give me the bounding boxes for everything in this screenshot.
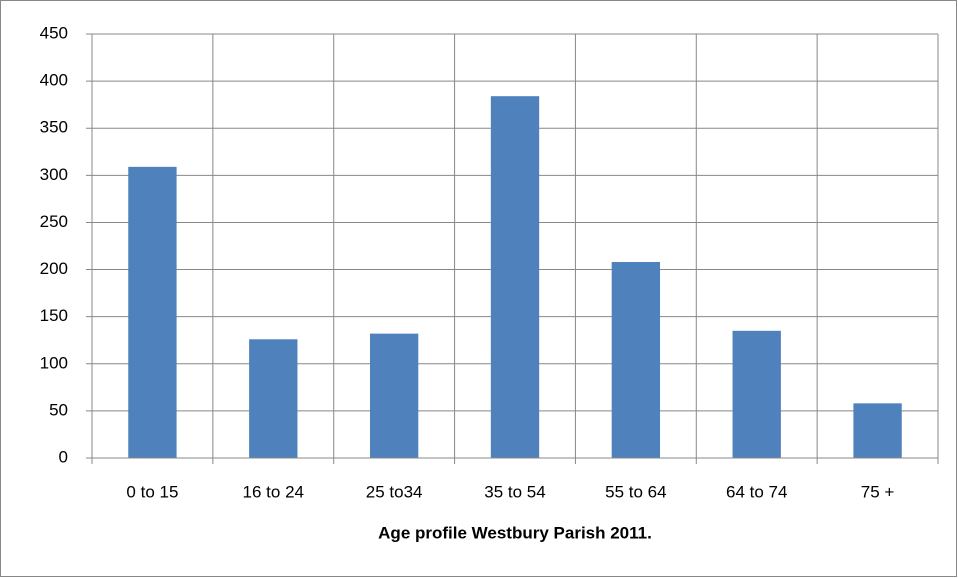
x-tick-label: 35 to 54	[484, 482, 545, 501]
x-axis-title: Age profile Westbury Parish 2011.	[378, 523, 652, 542]
bar	[732, 330, 781, 458]
x-tick-label: 0 to 15	[126, 482, 178, 501]
y-tick-label: 450	[40, 23, 68, 42]
x-tick-label: 55 to 64	[605, 482, 666, 501]
y-tick-label: 350	[40, 118, 68, 137]
y-tick-label: 0	[59, 447, 68, 466]
y-tick-label: 300	[40, 165, 68, 184]
bar	[611, 262, 661, 458]
y-tick-label: 50	[49, 400, 68, 419]
y-tick-label: 200	[40, 259, 68, 278]
bar	[369, 333, 419, 458]
y-tick-label: 150	[40, 306, 68, 325]
y-tick-label: 250	[40, 212, 68, 231]
bar	[490, 96, 540, 458]
bar	[128, 166, 177, 458]
bar	[249, 339, 298, 458]
bar	[853, 403, 902, 458]
y-tick-label: 400	[40, 71, 68, 90]
x-tick-label: 16 to 24	[243, 482, 304, 501]
x-tick-label: 25 to34	[366, 482, 423, 501]
y-tick-label: 100	[40, 353, 68, 372]
x-tick-label: 75 +	[861, 482, 895, 501]
x-tick-label: 64 to 74	[726, 482, 787, 501]
